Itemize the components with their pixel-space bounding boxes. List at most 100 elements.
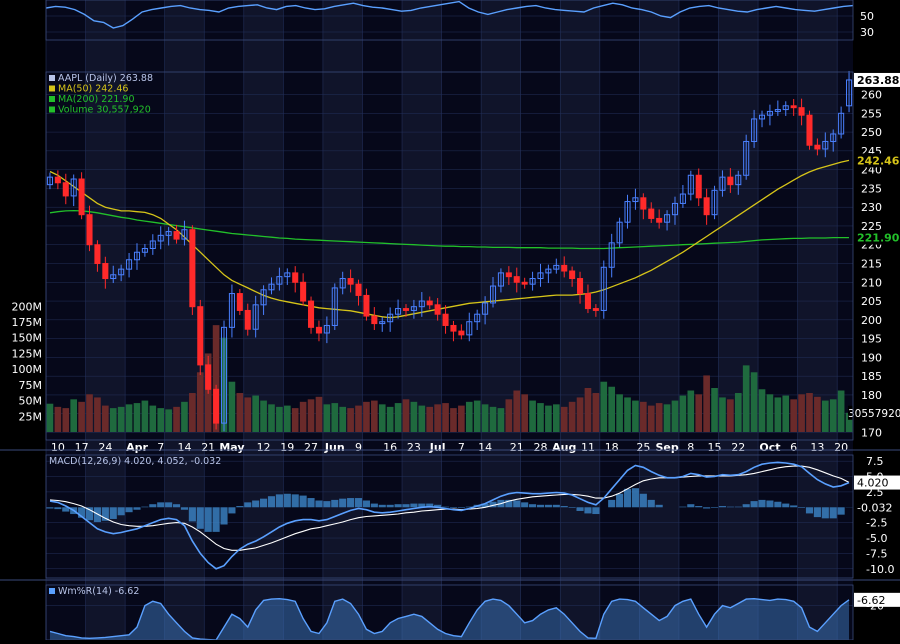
volume-bar xyxy=(632,401,639,432)
volume-bar xyxy=(363,402,370,432)
macd-histogram-bar xyxy=(695,506,702,507)
volume-bar xyxy=(695,394,702,432)
date-tick-label: 27 xyxy=(304,441,318,454)
candle-body xyxy=(364,295,369,316)
date-tick-label: 20 xyxy=(834,441,848,454)
volume-bar xyxy=(561,407,568,432)
date-tick-label: 18 xyxy=(605,441,619,454)
macd-histogram-bar xyxy=(656,505,663,507)
volume-bar xyxy=(711,388,718,432)
macd-histogram-bar xyxy=(395,504,402,507)
macd-histogram-bar xyxy=(561,506,568,507)
rsi-tick-label: 50 xyxy=(860,10,874,23)
macd-histogram-bar xyxy=(537,505,544,507)
volume-bar xyxy=(569,402,576,432)
price-tick-label: 190 xyxy=(861,351,882,364)
volume-bar xyxy=(244,397,251,432)
macd-histogram-bar xyxy=(292,494,299,507)
line-icon xyxy=(49,86,55,92)
macd-histogram-bar xyxy=(584,507,591,513)
volume-bar xyxy=(387,407,394,432)
macd-histogram-bar xyxy=(608,500,615,507)
date-tick-label: 11 xyxy=(581,441,595,454)
volume-last-tag: 30557920 xyxy=(848,408,900,420)
candle-body xyxy=(348,279,353,285)
macd-histogram-bar xyxy=(576,507,583,511)
macd-histogram-bar xyxy=(632,488,639,507)
volume-bar xyxy=(648,406,655,432)
macd-histogram-bar xyxy=(711,507,718,508)
date-tick-label: 14 xyxy=(177,441,191,454)
volume-bar xyxy=(434,404,441,432)
volume-bar xyxy=(134,403,141,432)
volume-tick-label: 100M xyxy=(12,363,43,376)
volume-bar xyxy=(814,397,821,432)
macd-histogram-bar xyxy=(743,504,750,507)
candle-body xyxy=(55,177,60,183)
date-tick-label: 21 xyxy=(510,441,524,454)
volume-bar xyxy=(830,399,837,432)
volume-bar xyxy=(664,404,671,432)
candle-body xyxy=(95,245,100,264)
ma50-tag: 242.46 xyxy=(857,154,900,167)
price-tick-label: 200 xyxy=(861,314,882,327)
date-tick-label: Jul xyxy=(429,441,446,454)
volume-bar xyxy=(616,394,623,432)
candle-body xyxy=(728,177,733,185)
volume-bar xyxy=(284,406,291,432)
candle-body xyxy=(807,115,812,145)
legend-entry: MA(200) 221.90 xyxy=(58,94,135,105)
candle-body xyxy=(174,232,179,240)
rsi-tick-label: 30 xyxy=(860,26,874,39)
volume-tick-label: 150M xyxy=(12,332,43,345)
candle-body xyxy=(522,282,527,284)
macd-hist-tag: -0.032 xyxy=(857,501,892,514)
candle-body xyxy=(316,327,321,333)
volume-bar xyxy=(292,408,299,432)
macd-histogram-bar xyxy=(830,507,837,518)
volume-bar xyxy=(482,404,489,432)
volume-bar xyxy=(759,389,766,432)
macd-histogram-bar xyxy=(315,501,322,508)
macd-histogram-bar xyxy=(387,505,394,507)
candle-body xyxy=(514,277,519,283)
candle-body xyxy=(578,279,583,294)
volume-bar xyxy=(347,408,354,432)
volume-tick-label: 25M xyxy=(19,410,43,423)
candle-body xyxy=(301,282,306,301)
volume-bar xyxy=(94,397,101,432)
candle-body xyxy=(657,218,662,222)
volume-bar xyxy=(458,406,465,432)
date-tick-label: 10 xyxy=(51,441,65,454)
candle-body xyxy=(87,215,92,245)
volume-bar xyxy=(149,406,156,432)
bar-icon xyxy=(49,107,55,113)
volume-bar xyxy=(268,404,275,432)
candle-icon xyxy=(49,75,55,81)
candle-body xyxy=(562,265,567,271)
candle-body xyxy=(459,331,464,335)
macd-histogram-bar xyxy=(189,507,196,521)
ma200-tag: 221.90 xyxy=(857,232,900,245)
volume-bar xyxy=(735,393,742,432)
willr-last-tag: -6.62 xyxy=(857,594,885,607)
macd-histogram-bar xyxy=(323,501,330,507)
candle-body xyxy=(372,316,377,324)
volume-bar xyxy=(308,399,315,432)
macd-histogram-bar xyxy=(173,504,180,507)
macd-histogram-bar xyxy=(402,504,409,507)
price-tick-label: 260 xyxy=(861,89,882,102)
macd-histogram-bar xyxy=(244,502,251,507)
date-tick-label: 22 xyxy=(731,441,745,454)
macd-histogram-bar xyxy=(687,504,694,507)
price-tick-label: 215 xyxy=(861,258,882,271)
line-icon xyxy=(49,96,55,102)
macd-histogram-bar xyxy=(790,505,797,507)
volume-bar xyxy=(324,404,331,432)
volume-bar xyxy=(545,406,552,432)
macd-histogram-bar xyxy=(149,504,156,507)
volume-bar xyxy=(47,404,54,432)
volume-bar xyxy=(719,397,726,432)
candle-body xyxy=(237,294,242,311)
